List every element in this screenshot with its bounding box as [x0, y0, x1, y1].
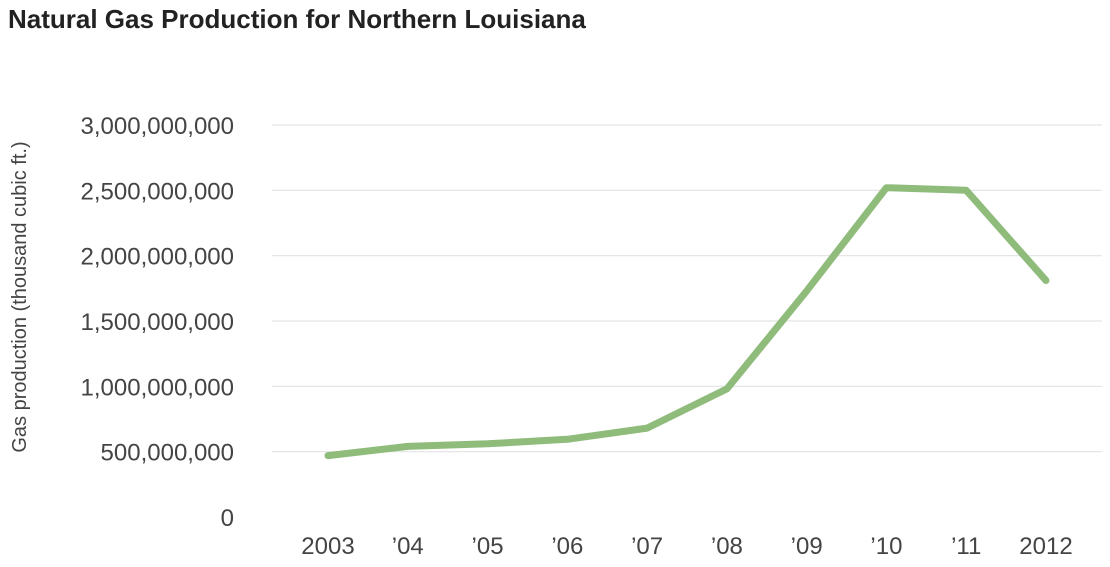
- series-layer: [324, 184, 1050, 460]
- x-tick-label: ’11: [951, 533, 981, 560]
- y-tick-label: 1,500,000,000: [81, 309, 234, 336]
- y-tick-label: 3,000,000,000: [81, 113, 234, 140]
- x-tick-label: 2012: [1019, 533, 1072, 560]
- x-axis-ticks: 2003 ’04 ’05 ’06 ’07 ’08 ’09 ’10 ’11 2012: [301, 533, 1072, 560]
- y-tick-label: 2,000,000,000: [81, 244, 234, 271]
- x-tick-label: ’06: [551, 533, 583, 560]
- x-tick-label: ’08: [711, 533, 743, 560]
- x-tick-label: ’07: [631, 533, 663, 560]
- y-tick-label: 2,500,000,000: [81, 178, 234, 205]
- y-axis-label: Gas production (thousand cubic ft.): [9, 141, 31, 452]
- y-tick-label: 0: [221, 505, 234, 532]
- x-tick-label: ’05: [472, 533, 504, 560]
- x-tick-label: ’10: [870, 533, 902, 560]
- series-line: [324, 184, 1050, 460]
- y-tick-label: 500,000,000: [101, 440, 234, 467]
- x-tick-label: ’04: [392, 533, 424, 560]
- gridlines: [272, 124, 1102, 453]
- y-tick-label: 1,000,000,000: [81, 374, 234, 401]
- y-axis-ticks: 0 500,000,000 1,000,000,000 1,500,000,000 2,…: [81, 113, 234, 532]
- x-tick-label: 2003: [301, 533, 354, 560]
- x-tick-label: ’09: [791, 533, 823, 560]
- chart-title: Natural Gas Production for Northern Loui…: [8, 4, 586, 34]
